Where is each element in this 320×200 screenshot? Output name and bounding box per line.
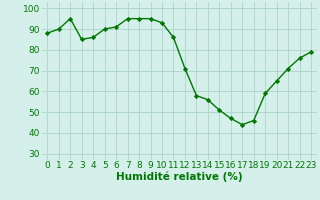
X-axis label: Humidité relative (%): Humidité relative (%): [116, 172, 243, 182]
